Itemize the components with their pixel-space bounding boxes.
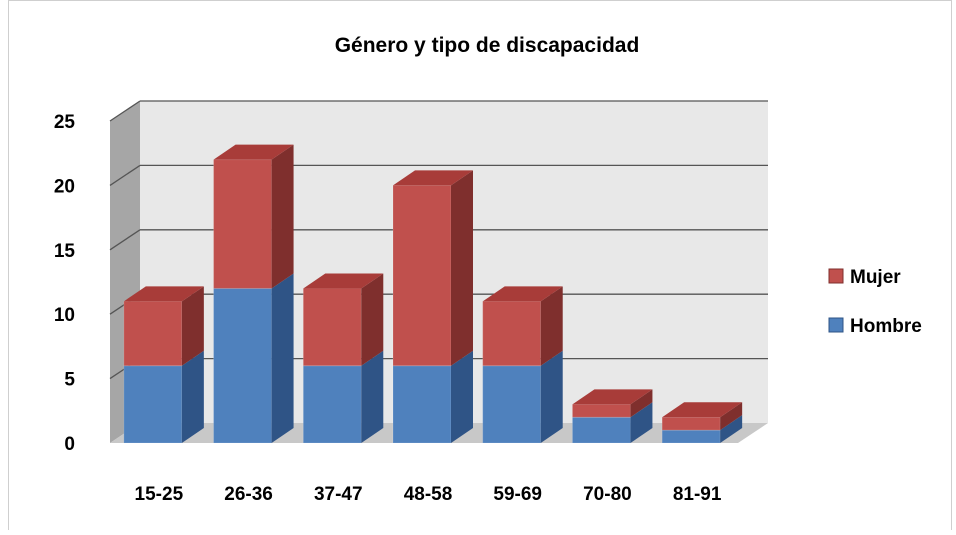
bar-front bbox=[213, 159, 273, 289]
chart-frame bbox=[8, 0, 952, 530]
bar-front bbox=[482, 300, 542, 367]
bar-top bbox=[482, 286, 563, 302]
bar-front bbox=[571, 416, 631, 444]
x-tick-label: 70-80 bbox=[583, 484, 632, 505]
bar-front bbox=[302, 365, 362, 444]
x-tick-label: 59-69 bbox=[493, 484, 542, 505]
bar-side bbox=[540, 286, 563, 366]
bar-front bbox=[123, 300, 183, 367]
y-tick-label: 0 bbox=[64, 434, 75, 455]
bar-front bbox=[571, 403, 631, 418]
bars bbox=[123, 144, 743, 444]
bar-top bbox=[393, 170, 473, 186]
bar-front bbox=[392, 184, 452, 367]
bar-side bbox=[630, 402, 653, 443]
bar-segment-hombre bbox=[213, 273, 294, 444]
x-axis-ticks: 15-25 26-36 37-47 48-58 59-69 70-80 81-91 bbox=[135, 484, 722, 505]
y-tick-label: 15 bbox=[54, 241, 76, 262]
bar-side bbox=[720, 415, 743, 443]
bar-top bbox=[213, 144, 294, 160]
x-tick-label: 26-36 bbox=[224, 484, 273, 505]
x-tick-label: 37-47 bbox=[314, 484, 363, 505]
bar-segment-mujer bbox=[571, 389, 653, 418]
bar-side bbox=[361, 350, 384, 443]
bar-side bbox=[720, 402, 743, 431]
bar-segment-hombre bbox=[302, 350, 384, 444]
legend-label-hombre: Hombre bbox=[850, 316, 922, 337]
legend-swatch-mujer bbox=[828, 268, 844, 284]
bar-segment-hombre bbox=[123, 350, 204, 444]
bar-side bbox=[181, 350, 204, 443]
legend-swatch-hombre bbox=[828, 317, 844, 333]
bar-top bbox=[303, 273, 384, 289]
bar-side bbox=[361, 273, 384, 366]
bar-segment-hombre bbox=[392, 350, 473, 444]
bar-front bbox=[661, 429, 721, 444]
bar-side bbox=[271, 144, 294, 289]
bar-side bbox=[451, 170, 473, 366]
bar-side bbox=[630, 389, 653, 418]
bar-side bbox=[540, 350, 563, 443]
bar-front bbox=[213, 287, 273, 444]
bar-front bbox=[661, 416, 721, 431]
x-tick-label: 48-58 bbox=[404, 484, 453, 505]
gridline-side bbox=[109, 164, 141, 186]
bar-segment-hombre bbox=[571, 402, 653, 444]
y-tick-label: 25 bbox=[54, 112, 76, 133]
gridline-side bbox=[109, 100, 141, 122]
bar-front bbox=[482, 365, 542, 444]
chart-title: Género y tipo de discapacidad bbox=[335, 34, 640, 57]
y-tick-label: 5 bbox=[64, 370, 75, 391]
bar-front bbox=[302, 287, 362, 367]
bar-segment-mujer bbox=[213, 144, 294, 289]
bar-segment-mujer bbox=[392, 170, 473, 367]
x-tick-label: 81-91 bbox=[673, 484, 722, 505]
y-tick-label: 10 bbox=[54, 305, 75, 326]
bar-segment-hombre bbox=[661, 415, 743, 444]
legend: Mujer Hombre bbox=[828, 267, 922, 337]
bar-side bbox=[181, 286, 204, 366]
legend-label-mujer: Mujer bbox=[850, 267, 901, 288]
y-axis-ticks: 0 5 10 15 20 25 bbox=[54, 112, 76, 455]
bar-segment-mujer bbox=[123, 286, 204, 367]
gridline-side bbox=[109, 229, 141, 251]
bar-front bbox=[123, 365, 183, 444]
y-tick-label: 20 bbox=[54, 176, 75, 197]
bar-top bbox=[662, 402, 743, 418]
bar-segment-mujer bbox=[661, 402, 743, 431]
bar-side bbox=[451, 350, 473, 443]
bar-top bbox=[123, 286, 204, 302]
bar-segment-mujer bbox=[482, 286, 563, 367]
bar-segment-mujer bbox=[302, 273, 384, 367]
bar-side bbox=[271, 273, 294, 443]
bar-top bbox=[572, 389, 653, 405]
bar-front bbox=[392, 365, 452, 444]
x-tick-label: 15-25 bbox=[135, 484, 184, 505]
